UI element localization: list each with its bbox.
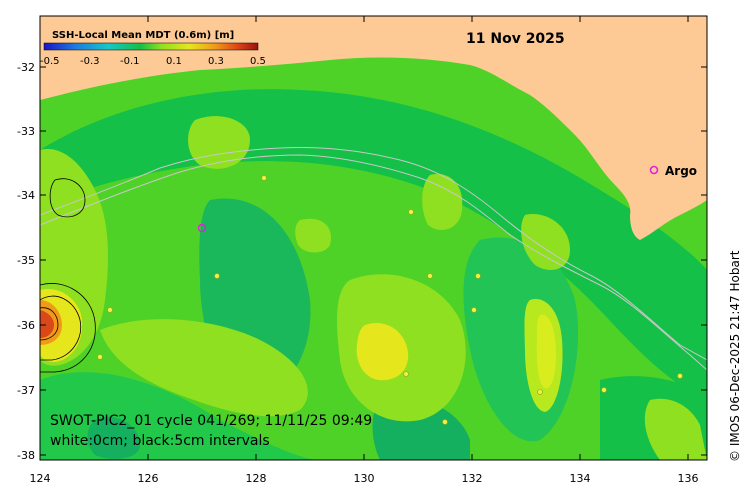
light-high-southwest	[100, 319, 308, 417]
caption-line-2: white:0cm; black:5cm intervals	[50, 433, 270, 449]
x-tick-label: 134	[570, 472, 591, 485]
x-tick-label: 128	[246, 472, 267, 485]
australian-coastline-land	[40, 16, 707, 240]
y-tick-label: -37	[17, 384, 35, 397]
light-high-central	[295, 218, 331, 253]
light-yellow-east	[536, 314, 556, 389]
x-tick-label: 130	[354, 472, 375, 485]
imos-credit: © IMOS 06-Dec-2025 21:47 Hobart	[728, 250, 742, 462]
y-tick-label: -38	[17, 449, 35, 462]
argo-float-marker-legend	[649, 165, 659, 175]
colorbar-tick-label: -0.5	[40, 56, 60, 67]
x-tick-label: 136	[678, 472, 699, 485]
observation-markers	[97, 175, 683, 425]
contour-west-1	[40, 295, 82, 361]
shelf-bathymetry-line-2	[40, 154, 707, 371]
x-ticks-marks	[147, 16, 689, 460]
light-high-east	[521, 214, 570, 270]
plot-border	[39, 15, 708, 461]
y-tick-label: -34	[17, 189, 35, 202]
argo-label: Argo	[665, 164, 697, 178]
colorbar-tick-label: 0.1	[166, 56, 182, 67]
y-tick-label: -35	[17, 254, 35, 267]
argo-float-marker-map	[197, 223, 207, 233]
colorbar-tick-label: 0.5	[250, 56, 266, 67]
colorbar-tick-labels: -0.5 -0.3 -0.1 0.1 0.3 0.5	[40, 56, 266, 67]
caption-line-1: SWOT-PIC2_01 cycle 041/269; 11/11/25 09:…	[50, 413, 372, 429]
y-tick-label: -36	[17, 319, 35, 332]
light-high-north	[188, 116, 250, 169]
shelf-bathymetry-line	[40, 147, 707, 361]
y-ticks-marks	[40, 66, 707, 456]
contour-west-2	[40, 283, 96, 373]
red-high-west	[40, 310, 54, 338]
y-axis: -32 -33 -34 -35 -36 -37 -38	[17, 61, 35, 462]
map-date: 11 Nov 2025	[466, 31, 565, 47]
light-high-southeast	[644, 398, 707, 460]
colorbar	[43, 42, 259, 51]
colorbar-tick-label: -0.1	[120, 56, 140, 67]
colorbar-title: SSH-Local Mean MDT (0.6m) [m]	[52, 30, 234, 41]
x-tick-label: 132	[462, 472, 483, 485]
eddy-deep-green-southwest	[87, 416, 140, 459]
contour-northwest	[49, 178, 86, 218]
shelf-deep-green-band	[40, 89, 707, 401]
x-tick-label: 126	[138, 472, 159, 485]
y-tick-label: -32	[17, 61, 35, 74]
x-tick-label: 124	[30, 472, 51, 485]
light-high-north-east	[422, 174, 463, 230]
x-axis: 124 126 128 130 132 134 136	[30, 472, 699, 485]
colorbar-tick-label: -0.3	[80, 56, 100, 67]
y-tick-label: -33	[17, 125, 35, 138]
colorbar-tick-label: 0.3	[208, 56, 224, 67]
yellow-high-central	[356, 323, 409, 381]
contour-west-3	[40, 307, 59, 341]
